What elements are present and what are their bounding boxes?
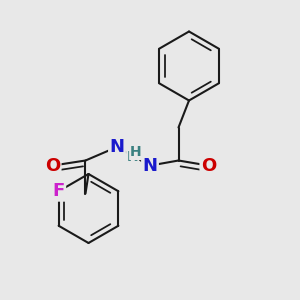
- Text: O: O: [45, 157, 60, 175]
- Text: H: H: [127, 150, 138, 164]
- Text: N: N: [110, 138, 124, 156]
- Text: F: F: [52, 182, 65, 200]
- Text: N: N: [142, 157, 158, 175]
- Text: H: H: [130, 146, 141, 159]
- Text: O: O: [201, 157, 216, 175]
